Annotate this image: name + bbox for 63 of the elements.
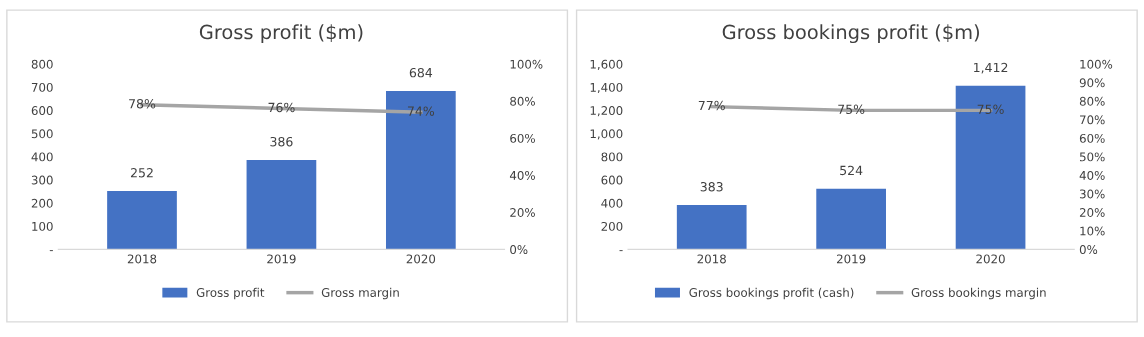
y2-tick-label: 20% — [1079, 208, 1105, 217]
y-tick-label: 600 — [31, 106, 53, 116]
chart-title: Gross bookings profit ($m) — [722, 24, 979, 44]
chart-title: Gross profit ($m) — [199, 24, 363, 44]
data-label: 524 — [840, 165, 863, 176]
bar — [385, 90, 456, 250]
legend-label: Gross bookings margin — [911, 287, 1046, 300]
y-tick-label: 1,200 — [590, 106, 623, 117]
y2-tick-label: 60% — [1079, 133, 1105, 143]
y-tick-label: 1,600 — [590, 59, 623, 70]
y2-tick-label: 10% — [1080, 226, 1105, 236]
y2-tick-label: 90% — [1079, 78, 1105, 88]
data-label: 684 — [409, 67, 433, 78]
y2-tick-label: 20% — [510, 208, 535, 217]
y2-tick-label: 50% — [1079, 152, 1105, 162]
bar — [816, 188, 886, 250]
data-label: 78% — [129, 98, 156, 109]
y-tick-label: 200 — [601, 221, 623, 231]
data-label: 74% — [407, 106, 435, 116]
y-tick-label: 300 — [31, 175, 53, 185]
legend-label: Gross bookings profit (cash) — [689, 287, 854, 300]
x-tick-label: 2019 — [836, 254, 866, 264]
y-tick-label: 400 — [31, 152, 53, 162]
data-label: 1,412 — [974, 62, 1008, 74]
x-tick-label: 2018 — [127, 254, 157, 264]
y2-tick-label: 40% — [509, 170, 535, 180]
y-tick-label: 200 — [31, 198, 53, 208]
legend-label: Gross profit — [196, 287, 265, 300]
y2-tick-label: 80% — [510, 96, 535, 106]
data-label: 77% — [698, 100, 725, 111]
bar — [246, 159, 317, 250]
y-tick-label: 1,000 — [590, 129, 623, 140]
y-tick-label: - — [49, 250, 53, 252]
y2-tick-label: 60% — [510, 133, 535, 143]
y-tick-label: 700 — [31, 82, 53, 92]
y2-tick-label: 100% — [1080, 59, 1113, 69]
data-label: 75% — [977, 104, 1004, 114]
y2-tick-label: 0% — [1079, 245, 1098, 255]
data-label: 386 — [270, 136, 293, 147]
y2-tick-label: 100% — [510, 59, 543, 69]
y-tick-label: 1,400 — [590, 82, 623, 94]
x-tick-label: 2019 — [267, 254, 296, 264]
y-tick-label: 800 — [31, 59, 53, 69]
legend-label: Gross margin — [321, 287, 399, 300]
x-tick-label: 2018 — [697, 254, 726, 264]
y2-tick-label: 80% — [1079, 96, 1105, 106]
y-tick-label: 600 — [601, 175, 623, 185]
y-tick-label: 100 — [32, 221, 53, 231]
bar — [955, 85, 1026, 250]
data-label: 383 — [700, 182, 723, 192]
x-tick-label: 2020 — [406, 254, 436, 264]
bar — [676, 205, 747, 250]
y-tick-label: 500 — [31, 129, 53, 139]
y-tick-label: 400 — [601, 198, 623, 208]
data-label: 252 — [130, 168, 153, 178]
y2-tick-label: 70% — [1080, 115, 1105, 125]
bar — [107, 190, 177, 250]
y2-tick-label: 30% — [1079, 189, 1105, 199]
y2-tick-label: 40% — [1079, 170, 1105, 180]
y2-tick-label: 0% — [510, 245, 528, 255]
y-tick-label: - — [619, 250, 623, 252]
x-tick-label: 2020 — [976, 254, 1005, 264]
y-tick-label: 800 — [601, 152, 623, 162]
